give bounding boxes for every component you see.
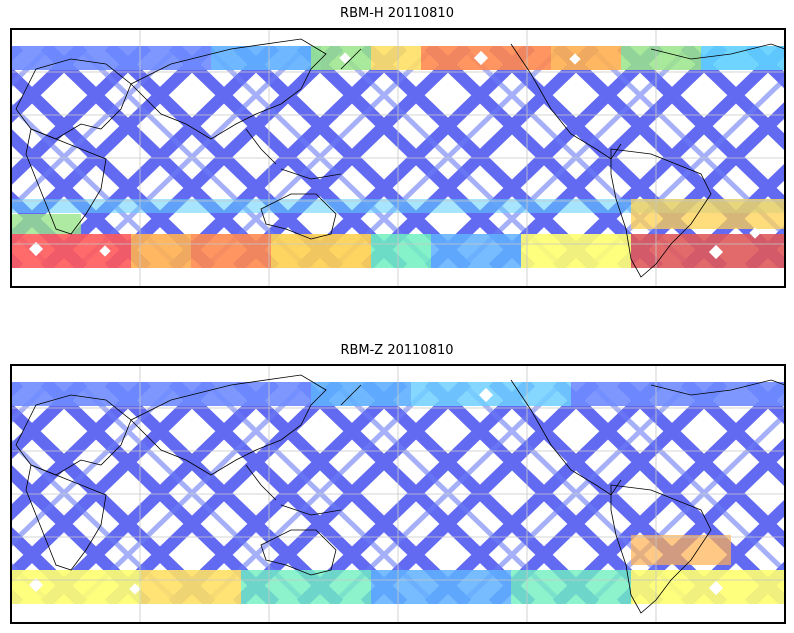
map-canvas-top: [11, 29, 785, 287]
map-border-bottom: [11, 365, 785, 623]
map-border-top: [11, 29, 785, 287]
map-title-top: RBM-H 20110810: [340, 6, 454, 21]
map-title-bottom: RBM-Z 20110810: [340, 343, 454, 358]
graticule-top: [11, 29, 785, 287]
map-panel-top[interactable]: [10, 28, 786, 288]
polar-band-bottom: [11, 382, 785, 604]
coastlines-top: [15, 38, 785, 278]
map-panel-bottom[interactable]: [10, 364, 786, 624]
map-canvas-bottom: [11, 365, 785, 623]
polar-band-top: [11, 46, 785, 268]
graticule-bottom: [11, 365, 785, 623]
coastlines-bottom: [15, 374, 785, 614]
